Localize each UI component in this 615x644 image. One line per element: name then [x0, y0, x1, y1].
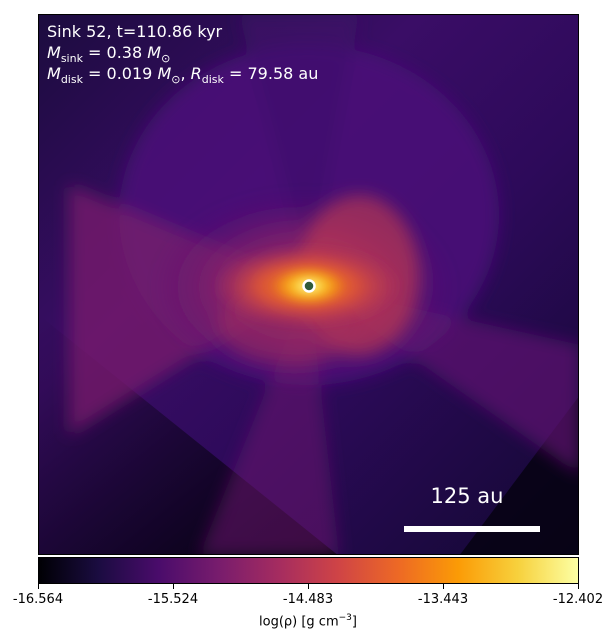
disk-info-line: Mdisk = 0.019 M⊙, Rdisk = 79.58 au [47, 64, 319, 87]
sink-mass-subscript: sink [60, 52, 83, 66]
disk-mass-symbol: M [47, 64, 61, 83]
colorbar-tick-label: -15.524 [147, 592, 199, 607]
disk-mass-unit-sub: ⊙ [171, 73, 181, 87]
sink-mass-line: Msink = 0.38 M⊙ [47, 42, 170, 69]
colorbar-tick [173, 584, 174, 589]
disk-mass-value: = 0.019 [88, 64, 153, 83]
sink-mass-value: = 0.38 [88, 43, 143, 62]
disk-mass-unit: M [157, 64, 172, 83]
colorbar-label-sup: −3 [338, 613, 352, 623]
colorbar [38, 557, 579, 584]
density-map-image [39, 15, 578, 554]
scale-bar-label: 125 au [430, 484, 504, 508]
colorbar-label-end: ] [351, 614, 357, 630]
disk-mass-subscript: disk [60, 73, 83, 87]
scale-bar [404, 526, 540, 532]
disk-radius-symbol: R [190, 64, 202, 83]
colorbar-label-main: log(ρ) [g cm [259, 614, 339, 630]
sink-marker [302, 279, 316, 293]
colorbar-tick [443, 584, 444, 589]
colorbar-tick-label: -14.483 [282, 592, 334, 607]
colorbar-tick [38, 584, 39, 589]
colorbar-tick-label: -16.564 [12, 592, 64, 607]
colorbar-tick [578, 584, 579, 589]
sink-mass-symbol: M [47, 43, 61, 62]
sink-info-line: Sink 52, t=110.86 kyr [47, 21, 222, 42]
sink-mass-unit: M [147, 43, 162, 62]
disk-radius-subscript: disk [201, 73, 224, 87]
colorbar-tick [308, 584, 309, 589]
sink-label: Sink 52, t=110.86 kyr [47, 22, 223, 41]
sink-mass-unit-sub: ⊙ [161, 52, 171, 66]
colorbar-label: log(ρ) [g cm−3] [208, 613, 408, 629]
colorbar-tick-label: -13.443 [417, 592, 469, 607]
disk-radius-value: = 79.58 au [229, 64, 319, 83]
density-map [38, 14, 579, 555]
colorbar-tick-label: -12.402 [552, 592, 604, 607]
